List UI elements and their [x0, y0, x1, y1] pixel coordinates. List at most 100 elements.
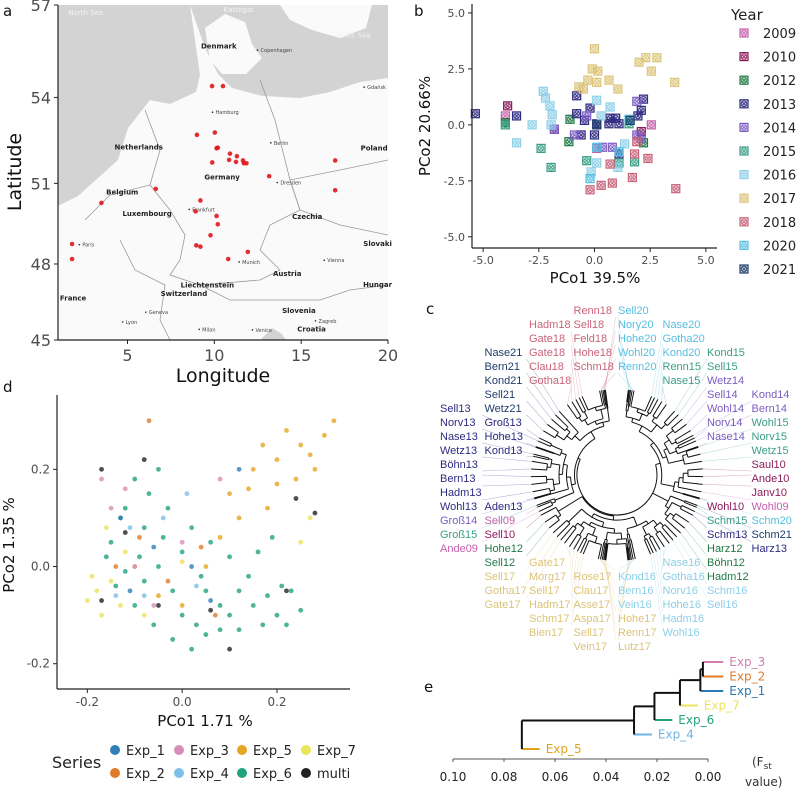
leaf-connector	[690, 414, 708, 431]
marker-circle	[580, 85, 587, 93]
point-Exp_3	[217, 476, 223, 482]
dendrogram-leaf-label: Hadm12	[707, 571, 749, 583]
point-year-2009	[646, 120, 656, 130]
leaf-label-Exp_4: Exp_4	[658, 728, 694, 742]
point-Exp_6	[141, 525, 147, 531]
point-year-2021	[625, 115, 635, 126]
marker-cross	[585, 77, 591, 83]
point-year-2018	[643, 153, 653, 164]
leaf-connector	[570, 330, 583, 397]
legend-label: 2021	[763, 263, 796, 278]
sampling-sites	[69, 83, 338, 262]
point-year-2013	[572, 91, 582, 101]
marker-cross	[606, 77, 612, 83]
point-year-2016	[511, 138, 522, 148]
leaf-connector	[693, 400, 752, 436]
point-year-2020	[592, 142, 602, 152]
panel-label-a: a	[3, 2, 12, 20]
map-label-city: Geneva	[149, 310, 168, 316]
sampling-site-point	[240, 158, 246, 163]
leaf-connector	[601, 358, 616, 391]
legend-item-Exp_6: Exp_6	[237, 767, 292, 782]
marker-cross	[592, 132, 597, 138]
leaf-connector	[617, 560, 629, 641]
fst-tick-label: 0.10	[440, 770, 467, 784]
dendrogram-leaf-label: Sell17	[574, 627, 605, 639]
dendrogram-leaf-label: Böhn13	[440, 459, 478, 471]
leaf-connector	[570, 358, 577, 400]
leaf-connector	[656, 551, 663, 599]
legend-dot	[174, 745, 184, 755]
marker-circle	[614, 164, 622, 171]
country-border	[119, 239, 171, 341]
point-Exp_6	[198, 573, 204, 579]
fst-tick-label: 0.08	[491, 770, 518, 784]
legend-marker	[739, 28, 749, 38]
fst-tick-label: 0.04	[593, 770, 620, 784]
legend-dot	[301, 745, 311, 755]
legend-item-2013: 2013	[739, 98, 796, 113]
dendrogram-leaf-label: Vein17	[574, 641, 608, 653]
legend-item-Exp_3: Exp_3	[174, 744, 229, 759]
marker-circle	[593, 159, 600, 167]
marker-cross	[566, 139, 572, 144]
marker-circle	[740, 53, 748, 60]
point-year-2016	[592, 95, 602, 105]
marker-cross	[672, 80, 677, 85]
legend-label: Exp_3	[190, 744, 229, 759]
leaf-connector	[702, 484, 752, 487]
dendrogram-leaf-label: Schm18	[574, 361, 614, 373]
point-Exp_6	[189, 646, 195, 652]
point-Exp_6	[227, 612, 232, 618]
point-Exp_2	[113, 564, 119, 569]
leaf-connector	[654, 344, 663, 398]
marker-circle	[593, 97, 600, 104]
marker-cross	[741, 30, 747, 36]
marker-cross	[548, 165, 554, 170]
sampling-site-point	[233, 159, 239, 165]
map-label-city: Vienna	[327, 258, 344, 264]
marker-circle	[642, 54, 649, 61]
dendrogram-leaf-label: Sell20	[618, 305, 649, 317]
marker-circle	[593, 121, 600, 129]
leaf-connector	[570, 551, 578, 599]
marker-circle	[740, 29, 748, 37]
legend-marker	[739, 146, 749, 156]
marker-circle	[606, 103, 614, 111]
series-legend: Exp_1 Exp_3 Exp_5 Exp_7 Exp_2 Exp_4 Exp_6 multi	[110, 744, 356, 782]
dendrogram-leaf-label: Nase16	[663, 557, 701, 569]
marker-cross	[588, 169, 594, 175]
city-marker	[323, 259, 326, 261]
point-year-2018	[607, 178, 617, 188]
y-axis-label: Latitude	[4, 133, 26, 211]
marker-cross	[632, 151, 637, 157]
marker-cross	[741, 266, 747, 272]
marker-circle	[634, 112, 642, 120]
legend-dot	[110, 768, 120, 778]
dendrogram-labels: Sell20 Nory20 Hohe20 Wohl20 Renn20 Nase20 Goth…	[440, 305, 792, 653]
fst-tick-label: 0.00	[695, 770, 722, 784]
leaf-connector	[481, 474, 532, 477]
point-year-2015	[629, 157, 640, 167]
leaf-connector	[617, 372, 635, 391]
marker-circle	[586, 104, 594, 112]
point-Exp_4	[184, 491, 190, 497]
leaf-connector	[526, 521, 546, 543]
point-multi	[99, 598, 104, 603]
point-Exp_5	[227, 491, 232, 497]
marker-circle	[612, 114, 619, 122]
legend-item-Exp_7: Exp_7	[301, 744, 356, 759]
sampling-site-point	[99, 200, 104, 206]
map-label-city: Milan	[202, 327, 215, 333]
sampling-site-point	[212, 130, 218, 135]
dendrogram-leaf-label: Lutz17	[618, 641, 651, 653]
sampling-site-point	[226, 157, 232, 163]
marker-circle	[633, 98, 641, 105]
leaf-connector	[526, 536, 558, 585]
leaf-connector	[701, 491, 752, 501]
marker-cross	[529, 122, 535, 128]
marker-circle	[605, 76, 613, 84]
